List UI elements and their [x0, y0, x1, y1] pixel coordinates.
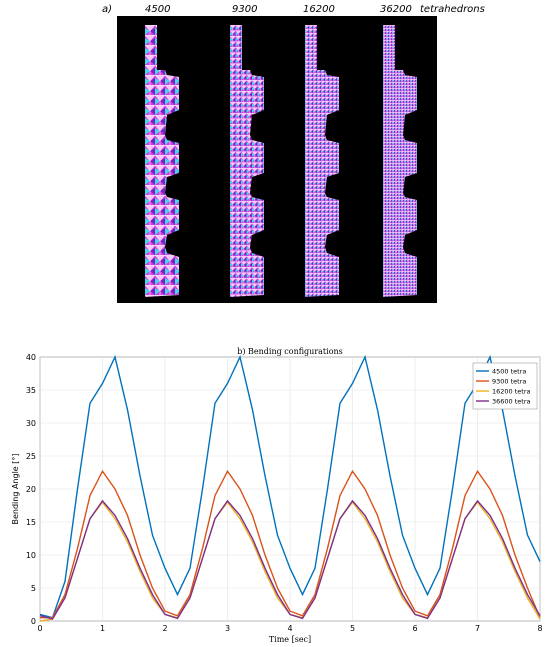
y-tick-label: 15 [26, 518, 36, 527]
y-tick-label: 25 [26, 452, 36, 461]
mesh-label: 4500 [145, 4, 170, 15]
legend-label: 9300 tetra [492, 378, 526, 386]
y-tick-label: 5 [31, 584, 36, 593]
legend-label: 16200 tetra [492, 388, 531, 396]
y-tick-label: 0 [31, 617, 36, 626]
figure: a) 4500 9300 16200 36200 tetrahedrons 05… [0, 0, 552, 647]
x-tick-label: 3 [225, 624, 230, 633]
legend-label: 4500 tetra [492, 368, 526, 376]
legend-label: 36600 tetra [492, 398, 531, 406]
x-tick-label: 8 [537, 624, 542, 633]
mesh-label: 9300 [232, 4, 257, 15]
x-tick-label: 5 [350, 624, 355, 633]
chart-title: b) Bending configurations [237, 347, 343, 356]
x-tick-label: 4 [287, 624, 292, 633]
y-tick-label: 20 [26, 485, 36, 494]
mesh-label: 16200 [303, 4, 335, 15]
mesh-label: 36200 [380, 4, 412, 15]
x-tick-label: 6 [412, 624, 417, 633]
panel-label: a) [102, 4, 112, 15]
y-tick-label: 40 [26, 353, 36, 362]
x-tick-label: 2 [162, 624, 167, 633]
unit-label: tetrahedrons [420, 4, 485, 15]
y-tick-label: 10 [26, 551, 36, 560]
x-axis-label: Time [sec] [269, 635, 311, 644]
x-tick-label: 0 [37, 624, 42, 633]
y-tick-label: 30 [26, 419, 36, 428]
y-tick-label: 35 [26, 386, 36, 395]
y-axis-label: Bending Angle [°] [11, 453, 20, 524]
x-tick-label: 7 [475, 624, 480, 633]
x-tick-label: 1 [100, 624, 105, 633]
